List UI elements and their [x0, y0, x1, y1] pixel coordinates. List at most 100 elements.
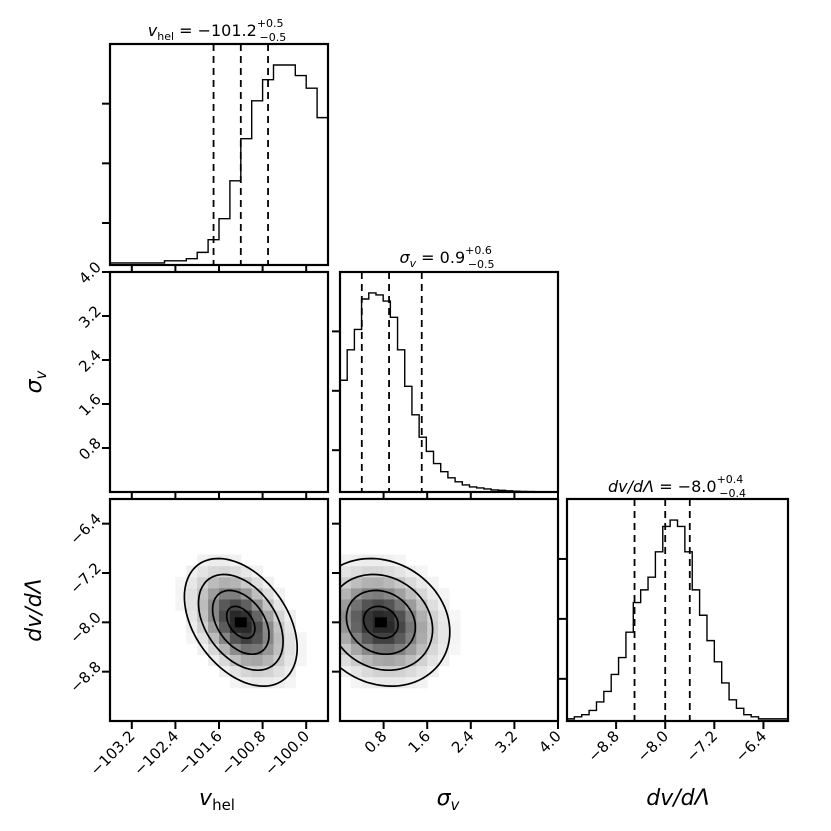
density-cell	[405, 565, 417, 578]
density-cell	[284, 481, 296, 493]
density-cell	[262, 665, 275, 678]
density-cell	[186, 598, 198, 611]
density-cell	[251, 676, 264, 689]
density-cell	[252, 393, 264, 405]
density-cell	[427, 587, 439, 600]
density-cell	[372, 654, 385, 667]
density-cell	[262, 587, 275, 600]
density-cell	[208, 470, 220, 482]
density-cell	[240, 654, 253, 667]
density-cell	[295, 459, 307, 471]
y-tick-label-sigma: 1.6	[75, 390, 105, 420]
density-cell	[394, 565, 406, 578]
density-cell	[274, 437, 286, 449]
density-cell	[229, 654, 242, 667]
contour-level-3	[340, 573, 434, 672]
density-cell	[350, 565, 363, 578]
y-tick-label-dvdl: −8.8	[66, 658, 104, 696]
tick-labels: −103.2−102.4−101.6−100.8−100.0 0.8 1.6 2.4 3…	[66, 258, 770, 779]
density-cell	[416, 676, 428, 689]
density-cell	[273, 654, 285, 667]
density-cell	[405, 587, 417, 600]
panel-frame	[338, 497, 560, 723]
density-cell	[208, 621, 220, 633]
contour-level-2	[345, 589, 417, 656]
density-cell	[284, 415, 296, 427]
x-tick-label-dvdl: −8.8	[584, 727, 622, 765]
density-cell	[186, 576, 198, 589]
density-cell	[438, 643, 450, 655]
density-cell	[372, 587, 385, 600]
density-cell	[229, 665, 242, 678]
density-cell	[197, 404, 209, 416]
density-cell	[197, 437, 209, 449]
density-cell	[197, 610, 209, 622]
contour-level-2	[211, 589, 270, 656]
contour-level-2	[213, 416, 269, 486]
density-cell	[372, 576, 385, 589]
density-cell	[295, 643, 307, 655]
density-cell	[427, 632, 439, 644]
density-cell	[241, 404, 253, 416]
density-cell	[240, 565, 253, 578]
density-cell	[405, 665, 417, 678]
x-tick-label-dvdl: −6.4	[732, 727, 770, 765]
histogram-sigma	[340, 292, 556, 492]
density-cell	[416, 576, 428, 589]
title-sigma: σv = 0.9+0.6 −0.5	[399, 244, 494, 271]
density-cell	[262, 598, 275, 611]
density-cell	[175, 426, 187, 438]
density-cell	[241, 371, 253, 383]
density-cell	[273, 610, 285, 622]
density-cell	[274, 448, 286, 460]
density-cell	[449, 621, 461, 633]
density-cell	[229, 676, 242, 689]
density-cell	[405, 610, 417, 622]
ylabel-sigma: σv	[22, 369, 50, 393]
density-cell	[284, 459, 296, 471]
density-cell	[186, 610, 198, 622]
density-cell	[372, 554, 385, 567]
density-cell	[219, 437, 231, 449]
density-cell	[340, 632, 352, 644]
density-cell	[340, 643, 352, 655]
density-cell	[394, 676, 406, 689]
histogram-vhel	[110, 64, 328, 265]
density-cell	[372, 665, 385, 678]
density-cell	[208, 576, 220, 589]
density-cell	[219, 654, 231, 667]
density-cell	[230, 415, 242, 427]
x-tick-label-sigma: 3.2	[492, 727, 522, 757]
density-cell	[383, 676, 396, 689]
ylabel-dvdl: dv/dΛ	[22, 578, 47, 641]
density-cell	[262, 643, 275, 655]
density-cell	[241, 448, 253, 460]
density-cell	[263, 426, 275, 438]
density-cell	[252, 481, 264, 493]
density-cell	[350, 587, 363, 600]
y-tick-label-sigma: 2.4	[75, 346, 105, 376]
density-cell	[208, 448, 220, 460]
density-cell	[350, 621, 363, 633]
density-cell	[219, 576, 231, 589]
contour-level-1	[362, 605, 399, 640]
density-cell	[241, 415, 253, 427]
density-cell	[197, 632, 209, 644]
density-cell	[219, 598, 231, 611]
density-cell	[252, 448, 264, 460]
density-cell	[295, 448, 307, 460]
density-cell	[394, 643, 406, 655]
density-cell	[340, 654, 352, 667]
density-cell	[274, 404, 286, 416]
density-cell	[438, 587, 450, 600]
density-cell	[208, 643, 220, 655]
density-cell	[208, 404, 220, 416]
density-cell	[383, 598, 396, 611]
density-cell	[361, 576, 374, 589]
density-cell	[262, 654, 275, 667]
density-cell	[383, 665, 396, 678]
density-cell	[197, 393, 209, 405]
density-cell	[219, 393, 231, 405]
density-cell	[252, 470, 264, 482]
